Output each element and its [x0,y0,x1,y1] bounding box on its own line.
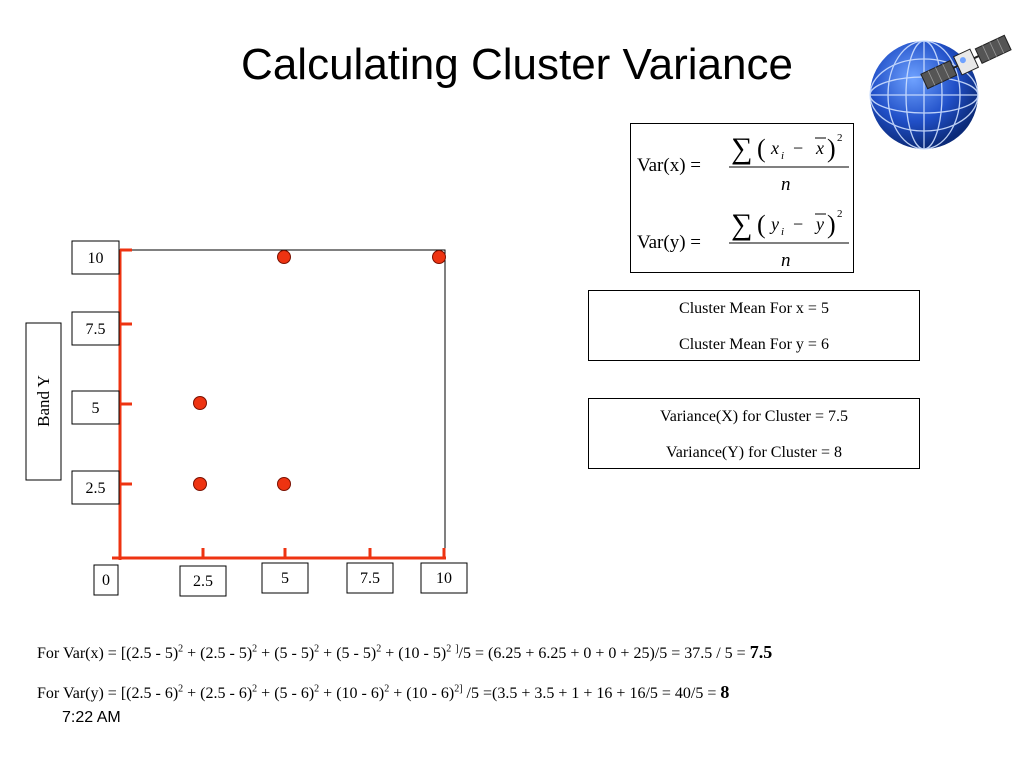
cluster-variance-box: Variance(X) for Cluster = 7.5 Variance(Y… [588,398,920,469]
x-tick-label: 7.5 [360,570,380,587]
var-x-calculation: For Var(x) = [(2.5 - 5)2 + (2.5 - 5)2 + … [37,642,773,662]
x-i-term: x [770,138,779,158]
y-tick-box [71,311,120,346]
x-tick-box [261,562,309,594]
y-bar-term: y [814,214,824,234]
y-axis-label-box [25,322,62,481]
y-i-term: y [769,214,779,234]
svg-text:2: 2 [837,132,843,144]
svg-text:(: ( [757,134,766,163]
plot-frame [119,249,446,559]
svg-text:): ) [827,134,836,163]
svg-text:2: 2 [837,208,843,220]
y-tick-label: 7.5 [86,321,106,338]
data-point [193,477,207,491]
sum-symbol-y: ∑ [731,208,752,241]
cluster-mean-box: Cluster Mean For x = 5 Cluster Mean For … [588,290,920,361]
svg-text:): ) [827,210,836,239]
scatter-chart: 0 2.5 5 7.5 10 2.5 5 7.5 10 Band Y [25,240,468,597]
x-tick-box [179,565,227,597]
y-tick-box [71,240,120,275]
y-tick-label: 10 [88,250,104,267]
cluster-variance-y: Variance(Y) for Cluster = 8 [665,444,843,461]
var-x-label: Var(x) = [637,155,701,176]
svg-text:−: − [793,138,803,158]
x-tick-label: 2.5 [193,573,213,590]
cluster-mean-x: Cluster Mean For x = 5 [679,300,829,317]
sum-symbol-x: ∑ [731,132,752,165]
satellite-globe-icon [869,34,1012,150]
variance-formula-box: Var(x) = ∑ ( x i − x ) 2 n Var(y) = ∑ ( … [630,123,854,273]
slide-title: Calculating Cluster Variance [241,40,793,89]
x-tick-box [346,562,394,594]
x-tick-box [420,562,468,594]
x-tick-label: 0 [102,572,110,589]
y-tick-box [71,470,120,505]
y-tick-label: 5 [92,400,100,417]
data-point [277,477,291,491]
var-y-result: 8 [720,682,730,702]
svg-text:i: i [781,226,784,238]
y-axis-label: Band Y [34,375,53,427]
y-tick-label: 2.5 [86,480,106,497]
var-x-result: 7.5 [749,642,773,662]
cluster-variance-x: Variance(X) for Cluster = 7.5 [659,408,849,425]
data-point [277,250,291,264]
svg-text:i: i [781,150,784,162]
x-tick-box [93,564,119,596]
variance-formulas: Var(x) = ∑ ( x i − x ) 2 n Var(y) = ∑ ( … [637,132,849,271]
var-y-calculation: For Var(y) = [(2.5 - 6)2 + (2.5 - 6)2 + … [37,682,730,702]
var-y-label: Var(y) = [637,232,701,253]
clock-time: 7:22 AM [62,709,121,726]
denominator-y: n [781,250,791,271]
svg-text:−: − [793,214,803,234]
data-point [432,250,446,264]
svg-text:(: ( [757,210,766,239]
data-point [193,396,207,410]
x-tick-label: 10 [436,570,452,587]
x-bar-term: x [815,138,824,158]
y-tick-box [71,390,120,425]
denominator-x: n [781,174,791,195]
cluster-mean-y: Cluster Mean For y = 6 [679,336,829,353]
x-tick-label: 5 [281,570,289,587]
